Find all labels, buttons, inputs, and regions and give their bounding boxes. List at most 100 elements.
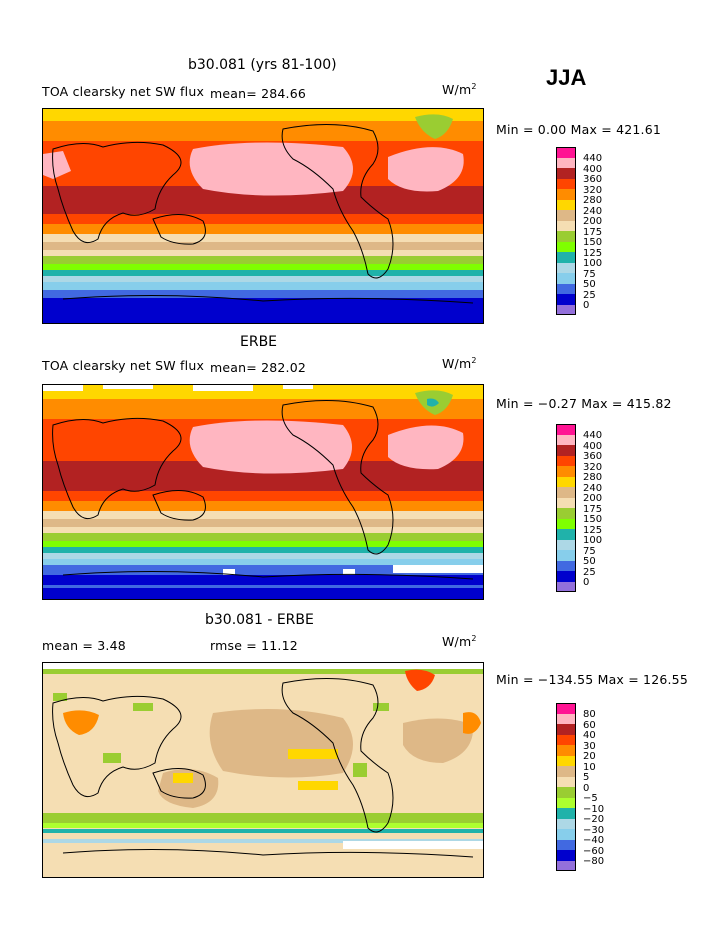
colorbar-tick: 60 bbox=[583, 719, 596, 731]
colorbar-swatch bbox=[556, 497, 576, 508]
colorbar-swatch bbox=[556, 445, 576, 456]
colorbar-swatch bbox=[556, 241, 576, 252]
colorbar-swatch bbox=[556, 860, 576, 871]
panel2-units: W/m2 bbox=[442, 356, 477, 372]
panel3-rmse: rmse = 11.12 bbox=[210, 638, 298, 653]
colorbar-tick: 125 bbox=[583, 247, 603, 259]
colorbar-swatch bbox=[556, 766, 576, 777]
colorbar-swatch bbox=[556, 571, 576, 582]
colorbar-tick: 175 bbox=[583, 503, 603, 515]
colorbar-tick: 125 bbox=[583, 524, 603, 536]
colorbar-tick: 50 bbox=[583, 556, 596, 567]
colorbar-swatch bbox=[556, 220, 576, 231]
colorbar-swatch bbox=[556, 189, 576, 200]
colorbar-swatch bbox=[556, 550, 576, 561]
colorbar-swatch bbox=[556, 210, 576, 221]
colorbar-swatch bbox=[556, 424, 576, 435]
colorbar-swatch bbox=[556, 818, 576, 829]
colorbar-swatch bbox=[556, 304, 576, 315]
colorbar-tick: 100 bbox=[583, 258, 603, 269]
colorbar-tick: 25 bbox=[583, 566, 596, 578]
colorbar-tick: 25 bbox=[583, 289, 596, 301]
colorbar-swatch bbox=[556, 283, 576, 294]
panel1-colorbar bbox=[556, 147, 576, 315]
colorbar-swatch bbox=[556, 713, 576, 724]
colorbar-tick: 400 bbox=[583, 163, 603, 175]
colorbar-tick: 75 bbox=[583, 545, 596, 557]
colorbar-tick: 240 bbox=[583, 482, 603, 494]
panel1-mean: mean= 284.66 bbox=[210, 86, 307, 101]
panel2-mean: mean= 282.02 bbox=[210, 360, 307, 375]
colorbar-swatch bbox=[556, 199, 576, 210]
colorbar-tick: 20 bbox=[583, 751, 596, 762]
colorbar-tick: 30 bbox=[583, 740, 596, 752]
colorbar-tick: −60 bbox=[583, 845, 605, 857]
colorbar-swatch bbox=[556, 724, 576, 735]
colorbar-tick: 175 bbox=[583, 226, 603, 238]
colorbar-swatch bbox=[556, 262, 576, 273]
panel2-colorbar bbox=[556, 424, 576, 592]
panel3-mean: mean = 3.48 bbox=[42, 638, 126, 653]
panel1-field-label: TOA clearsky net SW flux bbox=[42, 84, 205, 99]
colorbar-swatch bbox=[556, 850, 576, 861]
panel3-colorbar bbox=[556, 703, 576, 871]
colorbar-tick: 280 bbox=[583, 472, 603, 483]
colorbar-swatch bbox=[556, 539, 576, 550]
colorbar-swatch bbox=[556, 508, 576, 519]
panel1-minmax: Min = 0.00 Max = 421.61 bbox=[496, 122, 662, 137]
colorbar-tick: −40 bbox=[583, 835, 605, 846]
colorbar-tick: 320 bbox=[583, 184, 603, 196]
colorbar-swatch bbox=[556, 776, 576, 787]
panel2-map bbox=[42, 384, 484, 600]
panel2-map-svg bbox=[43, 385, 483, 599]
colorbar-tick: −5 bbox=[583, 793, 598, 804]
colorbar-swatch bbox=[556, 487, 576, 498]
colorbar-tick: −30 bbox=[583, 824, 605, 836]
panel1-map-svg bbox=[43, 109, 483, 323]
colorbar-swatch bbox=[556, 839, 576, 850]
panel3-map-svg bbox=[43, 663, 483, 877]
colorbar-swatch bbox=[556, 434, 576, 445]
colorbar-tick: 5 bbox=[583, 772, 590, 783]
colorbar-tick: 40 bbox=[583, 730, 596, 741]
panel3-minmax: Min = −134.55 Max = 126.55 bbox=[496, 672, 688, 687]
colorbar-swatch bbox=[556, 273, 576, 284]
colorbar-tick: 0 bbox=[583, 782, 590, 794]
colorbar-tick: 400 bbox=[583, 440, 603, 452]
colorbar-tick: −80 bbox=[583, 856, 605, 867]
colorbar-tick: 440 bbox=[583, 430, 603, 441]
colorbar-tick: 100 bbox=[583, 535, 603, 546]
colorbar-swatch bbox=[556, 518, 576, 529]
colorbar-swatch bbox=[556, 157, 576, 168]
panel1-title: b30.081 (yrs 81-100) bbox=[188, 57, 337, 73]
colorbar-swatch bbox=[556, 560, 576, 571]
panel3-title: b30.081 - ERBE bbox=[205, 612, 314, 628]
colorbar-swatch bbox=[556, 476, 576, 487]
colorbar-swatch bbox=[556, 168, 576, 179]
season-label: JJA bbox=[546, 65, 587, 90]
colorbar-tick: 360 bbox=[583, 451, 603, 462]
colorbar-tick: 200 bbox=[583, 493, 603, 504]
colorbar-swatch bbox=[556, 178, 576, 189]
colorbar-tick: 0 bbox=[583, 300, 590, 311]
colorbar-tick: 75 bbox=[583, 268, 596, 280]
colorbar-tick: 150 bbox=[583, 237, 603, 248]
panel2-minmax: Min = −0.27 Max = 415.82 bbox=[496, 396, 672, 411]
colorbar-tick: −10 bbox=[583, 803, 605, 815]
colorbar-tick: 360 bbox=[583, 174, 603, 185]
panel1-map bbox=[42, 108, 484, 324]
colorbar-tick: 440 bbox=[583, 153, 603, 164]
colorbar-tick: 240 bbox=[583, 205, 603, 217]
colorbar-swatch bbox=[556, 745, 576, 756]
colorbar-tick: 200 bbox=[583, 216, 603, 227]
panel3-map bbox=[42, 662, 484, 878]
colorbar-swatch bbox=[556, 581, 576, 592]
panel2-field-label: TOA clearsky net SW flux bbox=[42, 358, 205, 373]
colorbar-tick: 80 bbox=[583, 709, 596, 720]
colorbar-swatch bbox=[556, 455, 576, 466]
colorbar-swatch bbox=[556, 466, 576, 477]
panel2-title: ERBE bbox=[240, 334, 278, 350]
colorbar-swatch bbox=[556, 294, 576, 305]
colorbar-swatch bbox=[556, 829, 576, 840]
colorbar-tick: 320 bbox=[583, 461, 603, 473]
